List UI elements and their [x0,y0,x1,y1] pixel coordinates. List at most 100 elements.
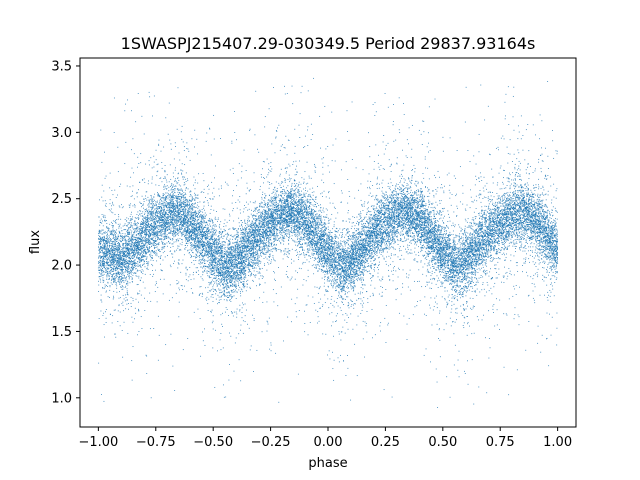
data-point [182,289,183,290]
data-point [413,216,414,217]
data-point [478,257,479,258]
data-point [269,237,270,238]
data-point [531,198,532,199]
data-point [368,263,369,264]
data-point [182,263,183,264]
data-point [308,334,309,335]
data-point [490,288,491,289]
data-point [361,231,362,232]
data-point [247,235,248,236]
data-point [502,247,503,248]
data-point [194,312,195,313]
data-point [536,229,537,230]
data-point [443,192,444,193]
data-point [539,264,540,265]
data-point [380,200,381,201]
data-point [252,227,253,228]
data-point [113,231,114,232]
data-point [105,200,106,201]
data-point [147,234,148,235]
data-point [110,285,111,286]
data-point [203,229,204,230]
data-point [315,172,316,173]
data-point [264,193,265,194]
data-point [366,227,367,228]
data-point [142,273,143,274]
data-point [196,197,197,198]
data-point [190,210,191,211]
data-point [365,232,366,233]
data-point [547,271,548,272]
data-point [209,276,210,277]
data-point [479,194,480,195]
data-point [242,262,243,263]
data-point [191,244,192,245]
data-point [354,286,355,287]
data-point [276,131,277,132]
data-point [470,259,471,260]
data-point [432,325,433,326]
data-point [421,260,422,261]
data-point [273,271,274,272]
data-point [318,236,319,237]
data-point [192,207,193,208]
data-point [414,281,415,282]
data-point [230,247,231,248]
data-point [101,223,102,224]
data-point [273,207,274,208]
data-point [106,309,107,310]
data-point [352,269,353,270]
data-point [187,243,188,244]
data-point [490,258,491,259]
data-point [487,285,488,286]
data-point [157,234,158,235]
data-point [280,234,281,235]
data-point [116,219,117,220]
data-point [431,258,432,259]
data-point [232,296,233,297]
data-point [247,256,248,257]
data-point [511,228,512,229]
data-point [493,209,494,210]
data-point [169,300,170,301]
data-point [447,281,448,282]
data-point [319,215,320,216]
data-point [388,215,389,216]
data-point [138,218,139,219]
data-point [292,86,293,87]
data-point [112,194,113,195]
data-point [284,236,285,237]
data-point [555,210,556,211]
data-point [359,219,360,220]
data-point [153,237,154,238]
data-point [153,216,154,217]
data-point [98,291,99,292]
data-point [526,199,527,200]
data-point [393,274,394,275]
data-point [290,231,291,232]
data-point [476,278,477,279]
data-point [542,275,543,276]
data-point [388,220,389,221]
data-point [273,257,274,258]
data-point [460,291,461,292]
data-point [155,203,156,204]
data-point [402,184,403,185]
data-point [403,103,404,104]
data-point [353,290,354,291]
data-point [307,246,308,247]
data-point [195,180,196,181]
data-point [187,245,188,246]
data-point [201,215,202,216]
data-point [218,289,219,290]
data-point [320,148,321,149]
data-point [182,191,183,192]
data-point [414,252,415,253]
data-point [184,182,185,183]
data-point [334,278,335,279]
data-point [553,222,554,223]
data-point [218,218,219,219]
data-point [386,202,387,203]
data-point [222,238,223,239]
data-point [307,145,308,146]
